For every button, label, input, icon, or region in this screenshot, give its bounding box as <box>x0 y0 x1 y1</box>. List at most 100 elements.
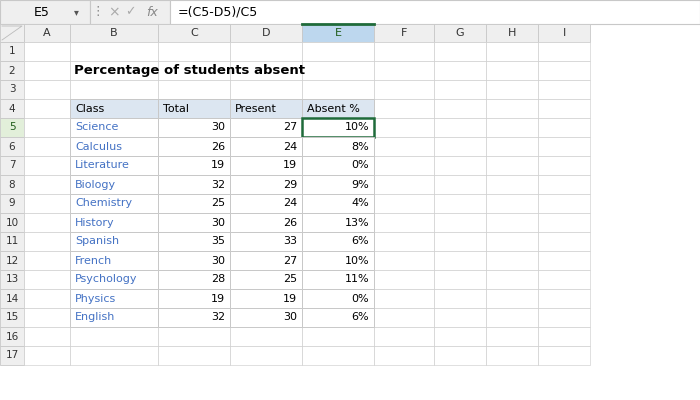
Text: 28: 28 <box>211 274 225 284</box>
Text: 30: 30 <box>211 122 225 132</box>
Bar <box>0 80 24 99</box>
Text: 25: 25 <box>283 274 297 284</box>
Bar <box>0 327 24 346</box>
Bar <box>0 194 24 213</box>
Bar <box>434 99 486 118</box>
Bar <box>302 289 374 308</box>
Bar <box>230 194 302 213</box>
Bar <box>70 251 158 270</box>
Text: 8%: 8% <box>351 142 369 152</box>
Text: E: E <box>335 28 342 38</box>
Bar <box>158 156 230 175</box>
Bar <box>24 251 70 270</box>
Bar <box>70 42 158 61</box>
Bar <box>230 194 302 213</box>
Text: 2: 2 <box>8 66 15 76</box>
Bar <box>302 289 374 308</box>
Bar <box>158 118 230 137</box>
Bar <box>486 232 538 251</box>
Text: 4%: 4% <box>351 198 369 208</box>
Bar <box>158 194 230 213</box>
Bar <box>158 232 230 251</box>
Bar <box>70 270 158 289</box>
Text: 6%: 6% <box>351 236 369 246</box>
Bar <box>24 61 70 80</box>
Bar <box>70 137 158 156</box>
Bar <box>486 251 538 270</box>
Bar <box>230 118 302 137</box>
Bar <box>230 80 302 99</box>
Bar <box>434 80 486 99</box>
Text: G: G <box>456 28 464 38</box>
Bar <box>434 175 486 194</box>
Text: 8: 8 <box>8 180 15 190</box>
Bar <box>24 137 70 156</box>
Bar <box>302 251 374 270</box>
Bar <box>158 99 230 118</box>
Text: 29: 29 <box>283 180 297 190</box>
Bar <box>70 175 158 194</box>
Bar <box>486 289 538 308</box>
Bar <box>158 270 230 289</box>
Bar <box>538 270 590 289</box>
Text: 9: 9 <box>8 198 15 208</box>
Text: 24: 24 <box>283 198 297 208</box>
Bar <box>0 137 24 156</box>
Bar <box>158 308 230 327</box>
Bar <box>230 175 302 194</box>
Bar <box>70 232 158 251</box>
Bar <box>302 232 374 251</box>
Bar <box>302 175 374 194</box>
Text: D: D <box>262 28 270 38</box>
Text: ✓: ✓ <box>125 6 135 18</box>
Bar <box>302 156 374 175</box>
Bar <box>538 251 590 270</box>
Text: ▾: ▾ <box>74 7 78 17</box>
Text: =(C5-D5)/C5: =(C5-D5)/C5 <box>178 6 258 18</box>
Bar <box>24 213 70 232</box>
Text: 19: 19 <box>211 294 225 304</box>
Bar <box>230 137 302 156</box>
Bar <box>374 80 434 99</box>
Text: Chemistry: Chemistry <box>75 198 132 208</box>
Bar <box>230 289 302 308</box>
Bar <box>158 99 230 118</box>
Bar <box>302 80 374 99</box>
Bar <box>486 61 538 80</box>
Text: 15: 15 <box>6 312 19 322</box>
Bar <box>70 99 158 118</box>
Bar <box>158 327 230 346</box>
Bar <box>374 99 434 118</box>
Bar <box>302 118 374 137</box>
Bar <box>230 270 302 289</box>
Text: F: F <box>401 28 407 38</box>
Bar <box>24 24 70 42</box>
Bar <box>302 156 374 175</box>
Bar <box>158 346 230 365</box>
Bar <box>434 156 486 175</box>
Text: 13%: 13% <box>344 218 369 228</box>
Bar <box>486 346 538 365</box>
Bar <box>70 118 158 137</box>
Text: English: English <box>75 312 116 322</box>
Bar <box>0 0 90 24</box>
Bar <box>230 308 302 327</box>
Bar <box>158 24 230 42</box>
Bar <box>434 270 486 289</box>
Bar <box>374 346 434 365</box>
Bar <box>302 251 374 270</box>
Bar <box>374 270 434 289</box>
Bar <box>24 175 70 194</box>
Text: Science: Science <box>75 122 118 132</box>
Bar <box>302 213 374 232</box>
Bar <box>70 194 158 213</box>
Bar <box>24 118 70 137</box>
Text: Calculus: Calculus <box>75 142 122 152</box>
Bar <box>158 194 230 213</box>
Text: 19: 19 <box>283 294 297 304</box>
Bar <box>24 99 70 118</box>
Bar <box>302 61 374 80</box>
Text: ×: × <box>108 5 120 19</box>
Bar <box>374 213 434 232</box>
Text: 13: 13 <box>6 274 19 284</box>
